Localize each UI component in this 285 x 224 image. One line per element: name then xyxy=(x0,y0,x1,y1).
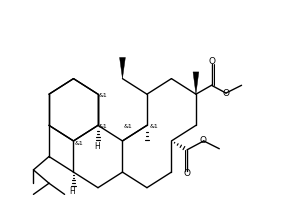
Text: O: O xyxy=(183,169,190,178)
Text: &1: &1 xyxy=(124,124,132,129)
Text: &1: &1 xyxy=(99,93,108,98)
Text: &1: &1 xyxy=(75,141,83,146)
Polygon shape xyxy=(193,72,199,94)
Text: H: H xyxy=(94,142,100,151)
Polygon shape xyxy=(120,58,125,79)
Text: O: O xyxy=(222,89,229,98)
Text: O: O xyxy=(208,57,215,66)
Text: &1: &1 xyxy=(149,124,158,129)
Text: &1: &1 xyxy=(99,124,108,129)
Text: H: H xyxy=(70,187,75,196)
Text: O: O xyxy=(200,136,207,145)
